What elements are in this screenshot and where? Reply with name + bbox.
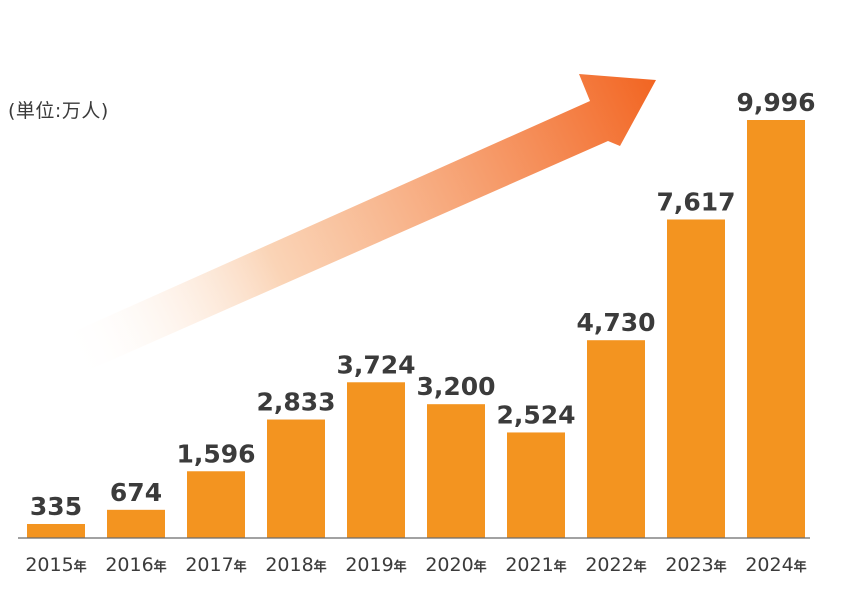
value-label-2019: 3,724 — [336, 350, 415, 379]
x-tick-label-2024: 2024年 — [745, 554, 806, 576]
bar-2020 — [427, 404, 485, 538]
bar-2022 — [587, 340, 645, 538]
bar-2015 — [27, 523, 85, 538]
value-label-2016: 674 — [110, 478, 162, 507]
x-tick-label-2022: 2022年 — [585, 554, 646, 576]
x-tick-label-2023: 2023年 — [665, 554, 726, 576]
x-tick-label-2018: 2018年 — [265, 554, 326, 576]
bar-2016 — [107, 509, 165, 538]
x-tick-label-2019: 2019年 — [345, 554, 406, 576]
value-label-2022: 4,730 — [576, 308, 655, 337]
bar-2024 — [747, 120, 805, 538]
bar-2021 — [507, 432, 565, 538]
bar-2017 — [187, 471, 245, 538]
value-label-2017: 1,596 — [176, 439, 255, 468]
value-label-2024: 9,996 — [736, 88, 815, 117]
unit-label: (単位:万人) — [8, 100, 109, 122]
bar-2018 — [267, 419, 325, 538]
x-tick-label-2017: 2017年 — [185, 554, 246, 576]
value-label-2023: 7,617 — [656, 187, 735, 216]
value-label-2020: 3,200 — [416, 372, 495, 401]
trend-arrow-icon — [55, 74, 656, 378]
value-label-2021: 2,524 — [496, 400, 575, 429]
value-label-2018: 2,833 — [256, 388, 335, 417]
bar-2019 — [347, 382, 405, 538]
x-tick-label-2015: 2015年 — [25, 554, 86, 576]
x-tick-label-2016: 2016年 — [105, 554, 166, 576]
x-tick-label-2021: 2021年 — [505, 554, 566, 576]
x-tick-label-2020: 2020年 — [425, 554, 486, 576]
value-label-2015: 335 — [30, 492, 82, 521]
bar-2023 — [667, 219, 725, 538]
